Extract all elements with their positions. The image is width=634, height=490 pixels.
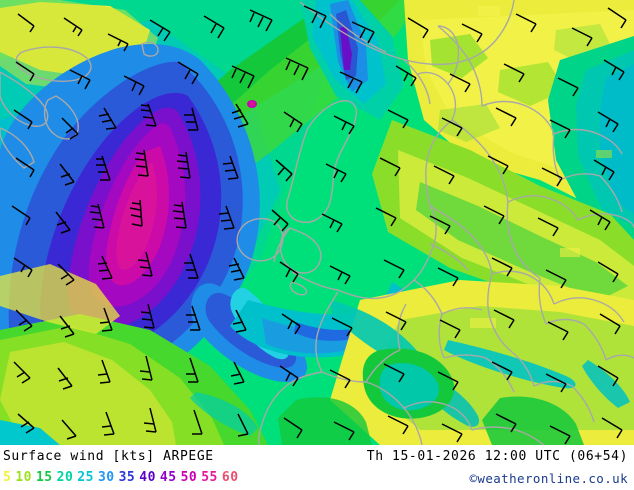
legend-tick-60: 60	[221, 470, 239, 485]
legend-tick-30: 30	[97, 470, 115, 485]
coastlines-and-borders	[0, 0, 634, 445]
legend-tick-25: 25	[77, 470, 94, 485]
legend-tick-20: 20	[56, 470, 74, 485]
legend-tick-50: 50	[180, 470, 198, 485]
legend-tick-15: 15	[35, 470, 53, 485]
legend-tick-55: 55	[201, 470, 218, 485]
legend-tick-45: 45	[159, 470, 177, 485]
legend-tick-5: 5	[3, 470, 12, 485]
map-footer: Surface wind [kts] ARPEGE Th 15-01-2026 …	[0, 445, 634, 490]
wind-speed-legend: 5 10 15 20 25 30 35 40 45 50 55 60	[3, 470, 239, 485]
legend-tick-10: 10	[15, 470, 32, 485]
wind-barbs	[11, 5, 627, 445]
wind-map[interactable]	[0, 0, 634, 445]
product-title: Surface wind [kts] ARPEGE	[3, 449, 214, 464]
forecast-timestamp: Th 15-01-2026 12:00 UTC (06+54)	[366, 449, 628, 464]
legend-tick-40: 40	[139, 470, 156, 485]
copyright-notice: ©weatheronline.co.uk	[469, 471, 628, 486]
legend-tick-35: 35	[118, 470, 136, 485]
wind-map-canvas[interactable]	[0, 0, 634, 445]
wind-speed-contours	[0, 0, 634, 445]
